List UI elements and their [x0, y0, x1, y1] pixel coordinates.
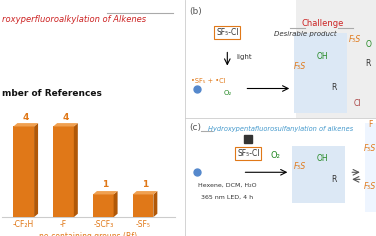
Text: 1: 1: [142, 181, 148, 190]
Text: SF₅-Cl: SF₅-Cl: [237, 149, 259, 158]
Text: R: R: [331, 175, 337, 184]
Bar: [365, 123, 376, 212]
Bar: [296, 0, 376, 118]
Text: mber of References: mber of References: [2, 88, 102, 97]
Bar: [93, 194, 114, 217]
Text: R: R: [331, 83, 337, 92]
Text: Desirable product: Desirable product: [274, 31, 337, 37]
Text: Cl: Cl: [353, 99, 361, 108]
Text: F₅S: F₅S: [364, 144, 376, 153]
Bar: [294, 33, 347, 113]
Text: 4: 4: [23, 113, 29, 122]
Text: F₅S: F₅S: [349, 35, 361, 44]
Text: Hydroxypentafluorosulfanylation of alkenes: Hydroxypentafluorosulfanylation of alken…: [208, 126, 353, 132]
Text: F: F: [368, 120, 373, 129]
Polygon shape: [114, 191, 118, 217]
Bar: [133, 194, 153, 217]
Polygon shape: [53, 123, 78, 126]
Text: (c): (c): [189, 123, 201, 132]
Text: OH: OH: [317, 154, 328, 163]
X-axis label: ne-containing groups (Rf): ne-containing groups (Rf): [39, 232, 137, 236]
Text: 4: 4: [62, 113, 69, 122]
Text: Challenge: Challenge: [302, 19, 344, 28]
Polygon shape: [34, 123, 38, 217]
Text: •SF₅ + •Cl: •SF₅ + •Cl: [191, 78, 226, 84]
Bar: [292, 146, 346, 203]
Polygon shape: [153, 191, 157, 217]
Text: R: R: [366, 59, 371, 68]
Text: F₅S: F₅S: [294, 162, 306, 171]
Polygon shape: [93, 191, 118, 194]
Text: O₂: O₂: [270, 151, 280, 160]
Polygon shape: [14, 123, 38, 126]
Polygon shape: [74, 123, 78, 217]
Text: O₂: O₂: [223, 90, 232, 96]
Text: F₅S: F₅S: [364, 182, 376, 191]
Polygon shape: [133, 191, 157, 194]
Bar: [53, 126, 74, 217]
Text: light: light: [237, 54, 252, 60]
Text: (b): (b): [189, 7, 202, 16]
Text: Hexene, DCM, H₂O: Hexene, DCM, H₂O: [198, 183, 256, 188]
Text: roxyperfluoroalkylation of Alkenes: roxyperfluoroalkylation of Alkenes: [2, 15, 146, 24]
Text: 1: 1: [102, 181, 108, 190]
Text: 365 nm LED, 4 h: 365 nm LED, 4 h: [201, 195, 253, 200]
Bar: [14, 126, 34, 217]
Text: OH: OH: [317, 52, 328, 61]
Text: O: O: [365, 40, 371, 49]
Text: SF₅-Cl: SF₅-Cl: [216, 28, 238, 37]
Text: F₅S: F₅S: [294, 62, 306, 71]
